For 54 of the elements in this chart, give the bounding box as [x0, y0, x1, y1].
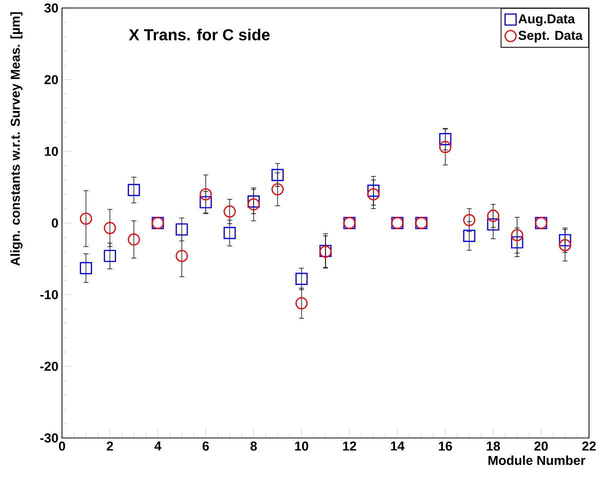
x-tick-label: 12 [343, 442, 356, 451]
x-tick-label: 6 [202, 442, 209, 451]
legend-label: Aug.Data [518, 14, 576, 26]
point [104, 250, 116, 262]
y-tick-label: 20 [44, 75, 58, 84]
point [295, 297, 308, 310]
x-tick-label: 14 [390, 442, 405, 450]
point [439, 140, 452, 154]
y-tick-label: -30 [40, 433, 58, 443]
point [511, 229, 524, 242]
point [511, 236, 524, 248]
y-axis-title: Align. constants w.r.t. Survey Meas. [µm] [10, 12, 22, 266]
y-tick-label: 30 [44, 3, 58, 13]
point [463, 230, 476, 242]
y-tick-label: -20 [40, 362, 58, 371]
point [224, 226, 236, 240]
x-tick-label: 2 [106, 442, 114, 451]
point [128, 184, 140, 196]
text: X Trans. for C side [128, 28, 270, 40]
point [439, 133, 452, 146]
x-tick-label: 0 [58, 442, 66, 451]
x-tick-label: 8 [250, 442, 257, 451]
y-tick-label: 10 [44, 146, 58, 156]
point [128, 233, 140, 246]
x-tick-label: 18 [486, 442, 500, 451]
point [80, 212, 92, 225]
point [487, 218, 500, 231]
legend-label: Sept. Data [518, 30, 583, 42]
point [272, 168, 284, 182]
point [487, 210, 500, 222]
x-axis-title: Module Number [488, 456, 586, 466]
point [558, 239, 572, 252]
point [200, 196, 212, 208]
point [80, 262, 92, 274]
point [295, 272, 308, 285]
y-tick-label: -10 [40, 290, 58, 300]
x-tick-label: 4 [154, 442, 162, 450]
x-tick-label: 20 [534, 442, 548, 451]
point [248, 198, 260, 210]
point [463, 214, 476, 226]
y-tick-label: 0 [52, 218, 58, 228]
point [104, 222, 116, 234]
point [558, 234, 572, 246]
x-tick-label: 16 [438, 442, 452, 451]
x-tick-label: 22 [582, 442, 596, 451]
point [367, 188, 380, 200]
x-tick-label: 10 [295, 442, 308, 451]
point [224, 205, 236, 218]
point [248, 195, 260, 208]
point [272, 183, 284, 196]
point [176, 223, 188, 236]
point [367, 184, 380, 197]
point [200, 188, 212, 200]
point [176, 250, 188, 262]
